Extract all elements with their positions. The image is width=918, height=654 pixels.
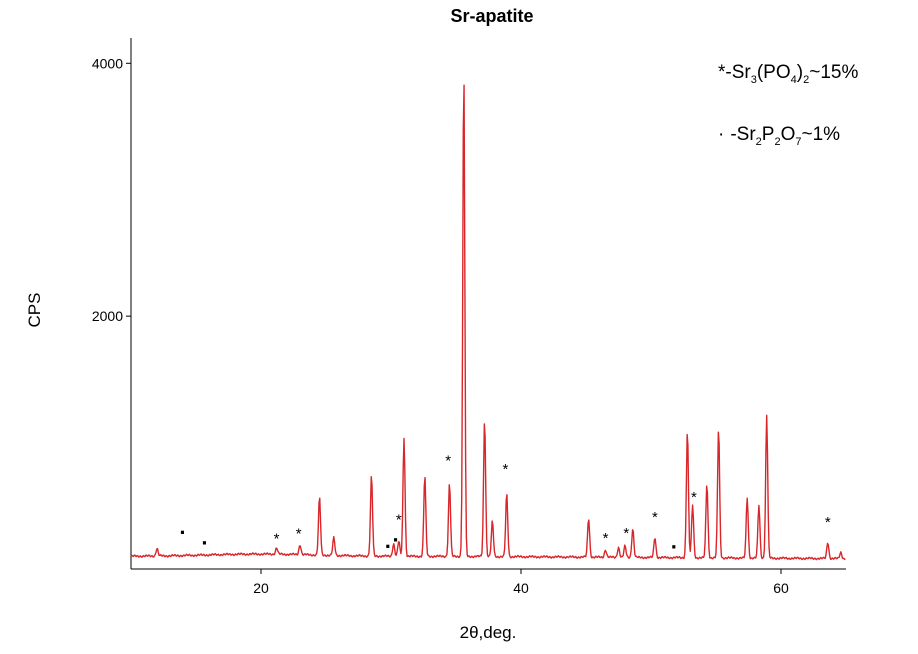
annotation-marks: · · * * · ·**** **·** [179, 452, 831, 559]
legend-1-tail: ~15% [809, 62, 858, 83]
legend-2-sub1: 2 [756, 136, 762, 148]
annotation-marker: * [445, 452, 451, 469]
plot-area [130, 38, 846, 570]
legend-2-tail: ~1% [802, 124, 841, 145]
annotation-marker: · [671, 534, 678, 559]
annotation-marker: · [179, 520, 186, 545]
legend-2-mid: P [762, 124, 775, 145]
x-axis-title: 2θ,deg. [460, 623, 517, 642]
legend-entry-1: *-Sr3(PO4)2~15% [718, 62, 858, 86]
legend-2-symbol: · [718, 124, 724, 145]
legend-1-close: ) [797, 62, 803, 83]
x-ticks: 20 40 60 [253, 569, 789, 596]
x-tick-label: 20 [253, 580, 269, 596]
annotation-marker: · [385, 534, 392, 559]
legend-2-sub3: 7 [795, 136, 801, 148]
legend: *-Sr3(PO4)2~15% · -Sr2P2O7~1% [718, 62, 858, 148]
legend-1-sub2: 4 [791, 74, 797, 86]
annotation-marker: * [825, 514, 831, 531]
y-tick-label: 4000 [92, 55, 123, 71]
legend-1-mid: (PO [757, 62, 791, 83]
annotation-marker: * [603, 530, 609, 547]
annotation-marker: * [274, 531, 280, 548]
y-axis-title: CPS [25, 293, 44, 328]
legend-1-dash: - [725, 62, 731, 83]
y-tick-label: 2000 [92, 308, 123, 324]
legend-1-sub3: 2 [803, 74, 809, 86]
annotation-marker: * [652, 509, 658, 526]
legend-1-symbol: * [718, 62, 726, 83]
series-line [130, 84, 846, 561]
chart-title: Sr-apatite [450, 6, 533, 26]
legend-2-dash: - [730, 124, 736, 145]
annotation-marker: * [396, 512, 402, 529]
legend-2-base: Sr [737, 124, 757, 145]
x-tick-label: 60 [773, 580, 789, 596]
y-ticks: 2000 4000 [92, 55, 131, 324]
legend-1-base: Sr [732, 62, 752, 83]
legend-2-close: O [781, 124, 796, 145]
legend-1-sub1: 3 [751, 74, 757, 86]
annotation-marker: * [296, 526, 302, 543]
annotation-marker: * [623, 525, 629, 542]
x-tick-label: 40 [513, 580, 529, 596]
legend-2-sub2: 2 [774, 136, 780, 148]
legend-entry-2: · -Sr2P2O7~1% [718, 124, 840, 148]
annotation-marker: * [691, 489, 697, 506]
annotation-marker: · [393, 527, 400, 552]
annotation-marker: · [201, 531, 208, 556]
annotation-marker: * [502, 461, 508, 478]
